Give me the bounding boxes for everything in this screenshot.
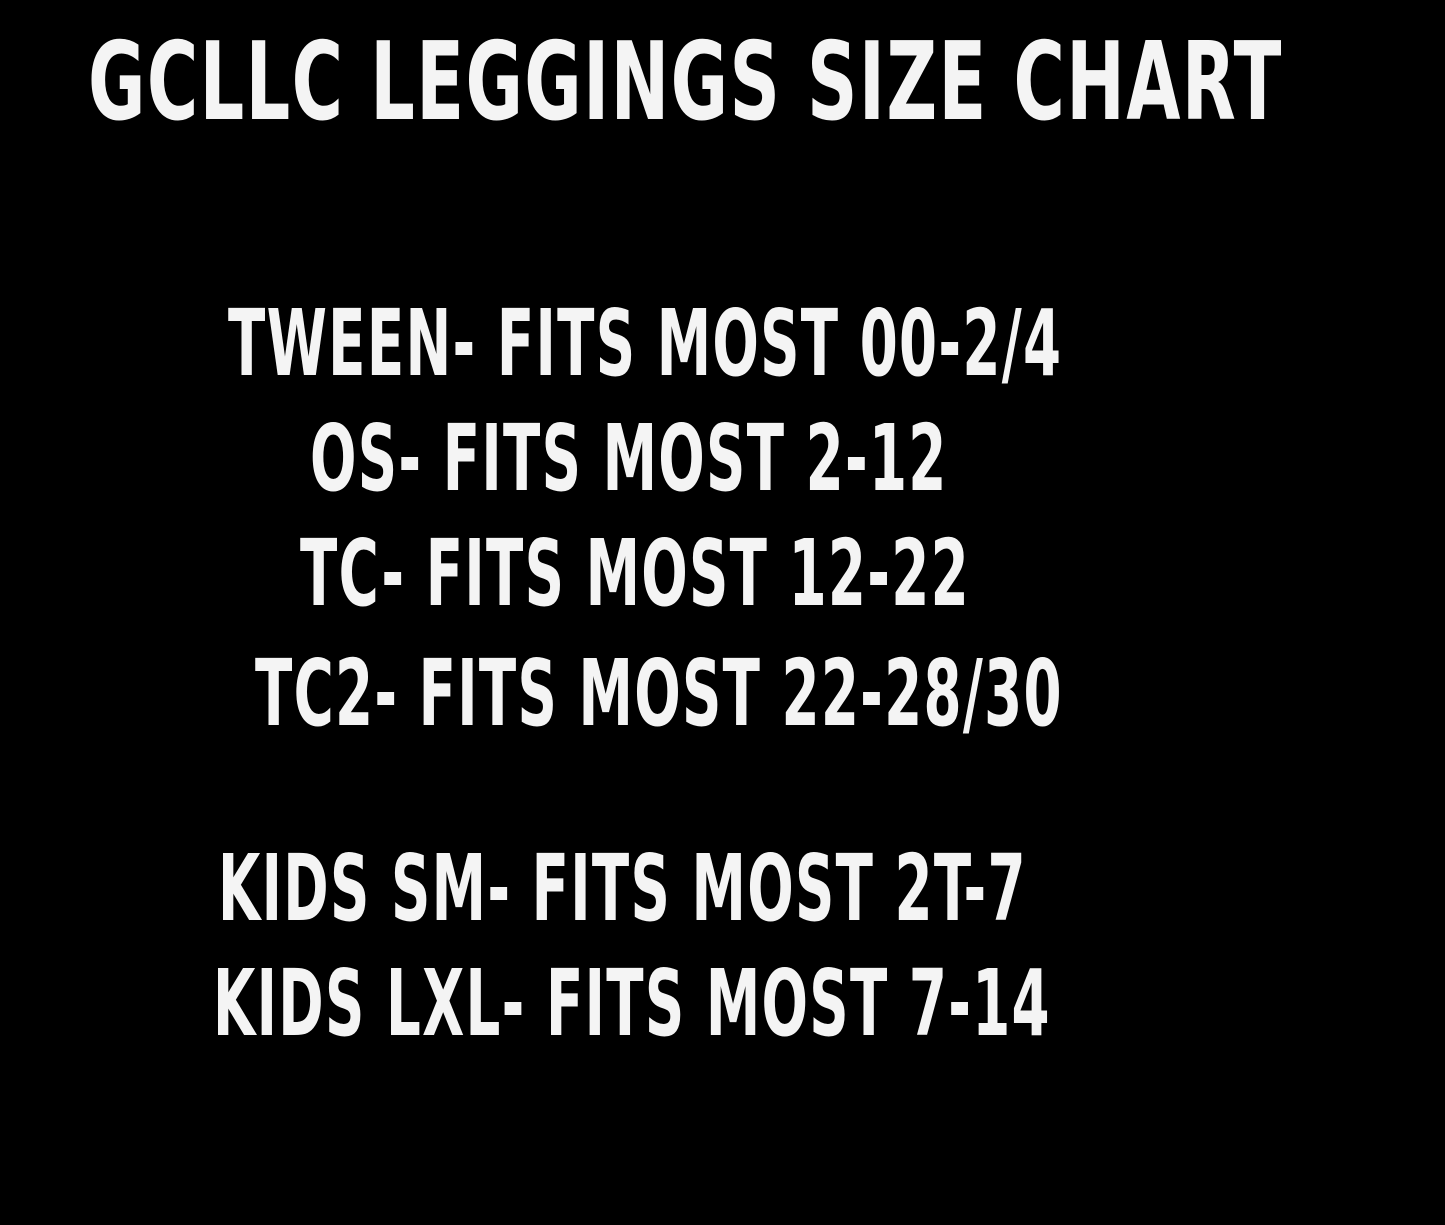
size-row-kids-lxl: KIDS LXL- FITS MOST 7-14	[213, 950, 1051, 1057]
size-row-tc: TC- FITS MOST 12-22	[300, 520, 970, 627]
size-row-kids-sm: KIDS SM- FITS MOST 2T-7	[218, 835, 1027, 942]
page-title: GCLLC LEGGINGS SIZE CHART	[88, 20, 1283, 145]
size-row-tween: TWEEN- FITS MOST 00-2/4	[228, 290, 1063, 397]
size-row-os: OS- FITS MOST 2-12	[310, 405, 948, 512]
size-row-tc2: TC2- FITS MOST 22-28/30	[255, 640, 1063, 747]
